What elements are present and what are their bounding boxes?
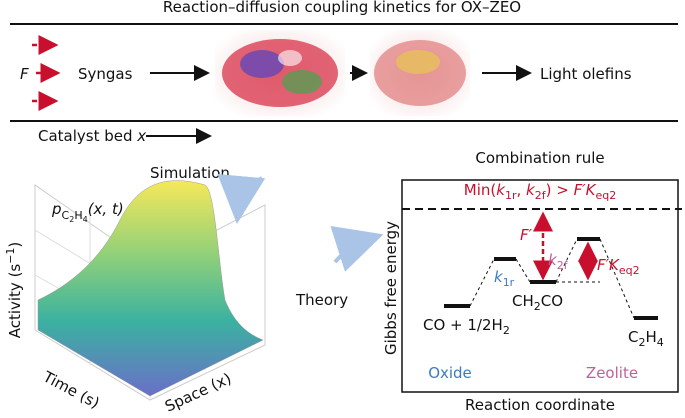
connectors — [469, 238, 635, 319]
co-label: CO + 1/2H2 — [423, 316, 510, 337]
label-part: ) > — [546, 181, 574, 199]
energy-levels — [444, 237, 658, 320]
c2h4-label: C2H4 — [628, 328, 664, 349]
label-part: −1 — [4, 248, 17, 264]
simulation-label: Simulation — [150, 164, 230, 182]
label-part: 2f — [557, 259, 569, 272]
panel-frame — [401, 179, 679, 393]
label-part: 2 — [534, 300, 541, 313]
bed-label: Catalyst bed x — [38, 127, 146, 145]
label-part: H — [74, 209, 82, 222]
k1r-label: k1r — [494, 268, 515, 289]
label-part: eq2 — [595, 189, 616, 202]
feed-arrows — [32, 35, 61, 111]
coordinate-axis: Reaction coordinate — [465, 396, 615, 414]
bed-var: x — [136, 127, 146, 145]
label-part: F′K — [574, 181, 597, 199]
rule-condition: Min(k1r, k2f) > F′Keq2 — [464, 181, 616, 202]
label-part: 2 — [503, 324, 510, 337]
surface-label: pC2H4(x, t) — [51, 200, 124, 224]
label-part: CO + 1/2H — [423, 316, 503, 334]
curved-arrow — [330, 226, 384, 272]
zeolite-label: Zeolite — [586, 364, 638, 382]
label-part: 4 — [657, 336, 664, 349]
label-part: 1r — [505, 189, 517, 202]
label-part: 1r — [503, 276, 515, 289]
bed-text: Catalyst bed — [38, 127, 137, 145]
label-part: k — [548, 251, 558, 269]
label-part: 2 — [638, 336, 645, 349]
f-prime-label: F′ — [520, 226, 533, 244]
k2f-label: k2f — [548, 251, 569, 272]
label-part: Activity (s — [6, 264, 24, 339]
label-part: 4 — [83, 215, 88, 224]
label-part: k — [494, 268, 504, 286]
energy-axis: Gibbs free energy — [382, 221, 400, 355]
title: Reaction–diffusion coupling kinetics for… — [163, 0, 521, 16]
syngas-label: Syngas — [78, 65, 133, 83]
oxide-label: Oxide — [428, 364, 472, 382]
label-part: F′K — [597, 256, 620, 274]
label-part: Min( — [464, 181, 496, 199]
oxide-crystal — [215, 30, 345, 116]
label-part: , — [516, 181, 526, 199]
label-part: H — [645, 328, 656, 346]
keq-label: F′Keq2 — [597, 256, 640, 277]
label-part: C — [62, 209, 70, 222]
time-axis: Time (s) — [39, 367, 102, 412]
label-part: CO — [541, 292, 563, 310]
label-part: k — [526, 181, 536, 199]
activity-axis: Activity (s−1) — [4, 242, 24, 339]
product-label: Light olefins — [540, 65, 632, 83]
rule-title: Combination rule — [475, 149, 604, 167]
label-part: (x, t) — [88, 200, 124, 218]
ch2co-label: CH2CO — [512, 292, 563, 313]
label-part: p — [51, 200, 62, 218]
zeolite-crystal — [370, 30, 470, 116]
theory-label: Theory — [295, 291, 348, 309]
feed-label: F — [20, 65, 29, 83]
curved-arrow — [217, 173, 266, 224]
surface-plot — [34, 180, 266, 401]
label-part: CH — [512, 292, 534, 310]
label-part: 2 — [69, 215, 74, 224]
label-part: C — [628, 328, 638, 346]
label-part: eq2 — [619, 264, 640, 277]
label-part: 2f — [535, 189, 547, 202]
label-part: ) — [6, 242, 24, 248]
label-part: k — [496, 181, 506, 199]
